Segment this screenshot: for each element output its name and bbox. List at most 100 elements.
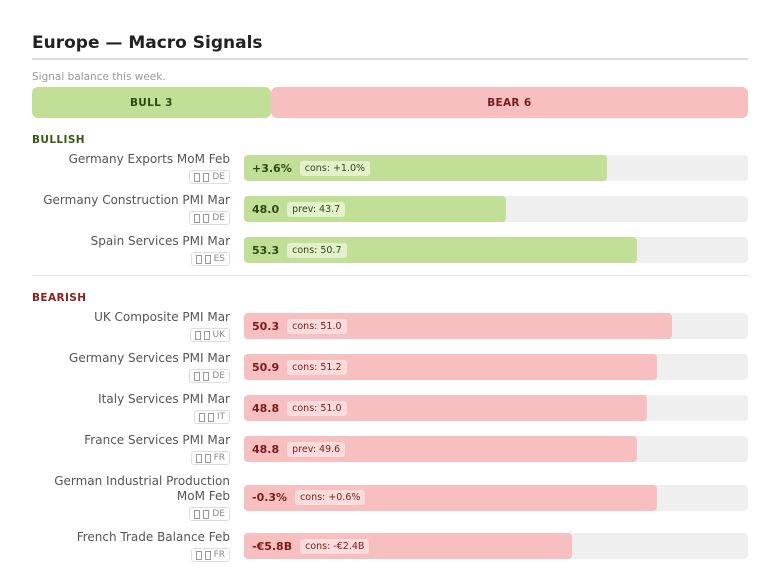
bar-fill: +3.6% cons: +1.0% (244, 155, 607, 181)
signal-row: French Trade Balance Feb FR -€5.8B cons: -€… (32, 530, 748, 562)
bar-track: -€5.8B cons: -€2.4B (244, 533, 748, 559)
bar-fill: 53.3 cons: 50.7 (244, 237, 638, 263)
flag-icon (203, 213, 210, 223)
country-code: IT (216, 412, 225, 422)
signal-value: 48.0 (252, 202, 280, 216)
bar-fill: 48.8 cons: 51.0 (244, 395, 648, 421)
country-tag: FR (190, 451, 230, 465)
reference-chip: prev: 49.6 (287, 441, 346, 457)
flag-icon (203, 509, 210, 519)
reference-chip: cons: 51.0 (287, 400, 347, 416)
flag-icon (194, 172, 201, 182)
signal-value: +3.6% (252, 161, 292, 175)
signal-row: Germany Services PMI Mar DE 50.9 cons: 51.2 (32, 351, 748, 383)
flag-icon (203, 371, 210, 381)
country-code: DE (212, 371, 225, 381)
reference-chip: cons: +0.6% (295, 490, 366, 505)
flag-icon (195, 453, 202, 463)
signal-label: Germany Exports MoM Feb DE (32, 152, 230, 184)
sections: BULLISH Germany Exports MoM Feb DE +3.6% con… (32, 134, 748, 562)
signal-name: Spain Services PMI Mar (90, 234, 230, 248)
country-code: DE (212, 509, 225, 519)
signal-name: German Industrial Production MoM Feb (54, 474, 230, 503)
panel: Europe — Macro Signals Signal balance th… (32, 30, 748, 571)
reference-chip: prev: 43.7 (287, 201, 346, 217)
signal-row: Germany Exports MoM Feb DE +3.6% cons: +1.0… (32, 152, 748, 184)
signal-row: France Services PMI Mar FR 48.8 prev: 49.6 (32, 433, 748, 465)
balance-segment: BEAR 6 (270, 87, 748, 118)
flag-icon (194, 371, 201, 381)
country-code: FR (213, 550, 225, 560)
signal-row: Italy Services PMI Mar IT 48.8 cons: 51.0 (32, 392, 748, 424)
signal-value: 48.8 (252, 442, 280, 456)
flag-icon (194, 213, 201, 223)
signal-row: Germany Construction PMI Mar DE 48.0 prev: … (32, 193, 748, 225)
signal-label: French Trade Balance Feb FR (32, 530, 230, 562)
country-tag: FR (190, 548, 230, 562)
flag-icon (195, 254, 202, 264)
signal-label: Germany Construction PMI Mar DE (32, 193, 230, 225)
flag-icon (198, 412, 205, 422)
reference-chip: cons: -€2.4B (300, 538, 370, 554)
signal-value: -€5.8B (252, 539, 293, 553)
signal-name: France Services PMI Mar (84, 433, 230, 447)
signal-name: Germany Construction PMI Mar (43, 193, 230, 207)
bar-fill: -€5.8B cons: -€2.4B (244, 533, 572, 559)
bar-track: 48.8 prev: 49.6 (244, 436, 748, 462)
signal-row: UK Composite PMI Mar UK 50.3 cons: 51.0 (32, 310, 748, 342)
bar-track: 48.0 prev: 43.7 (244, 196, 748, 222)
country-tag: DE (189, 170, 230, 184)
signal-label: Germany Services PMI Mar DE (32, 351, 230, 383)
country-code: ES (213, 254, 225, 264)
reference-chip: cons: 51.2 (287, 359, 347, 375)
signal-row: German Industrial Production MoM Feb DE -0… (32, 474, 748, 521)
country-code: UK (212, 330, 226, 340)
flag-icon (203, 330, 210, 340)
flag-icon (204, 254, 211, 264)
flag-icon (195, 550, 202, 560)
balance-count: 6 (523, 96, 532, 109)
signal-value: 48.8 (252, 401, 280, 415)
signal-name: Germany Services PMI Mar (69, 351, 230, 365)
reference-chip: cons: 51.0 (287, 318, 347, 334)
bar-track: 50.9 cons: 51.2 (244, 354, 748, 380)
subtitle: Signal balance this week. (32, 71, 166, 83)
bar-fill: 50.3 cons: 51.0 (244, 313, 673, 339)
balance-label: BULL (129, 96, 162, 109)
country-code: FR (213, 453, 225, 463)
signal-name: Italy Services PMI Mar (98, 392, 230, 406)
bar-fill: -0.3% cons: +0.6% (244, 484, 658, 511)
section-title: BULLISH (32, 134, 85, 146)
signal-value: -0.3% (252, 491, 288, 504)
country-tag: DE (189, 507, 230, 521)
bar-fill: 48.8 prev: 49.6 (244, 436, 638, 462)
bar-track: 53.3 cons: 50.7 (244, 237, 748, 263)
country-tag: UK (189, 328, 230, 342)
signal-row: Spain Services PMI Mar ES 53.3 cons: 50.7 (32, 234, 748, 266)
signal-value: 50.9 (252, 360, 280, 374)
divider (32, 275, 748, 276)
country-code: DE (212, 213, 225, 223)
bar-fill: 48.0 prev: 43.7 (244, 196, 507, 222)
country-tag: DE (189, 369, 230, 383)
flag-icon (203, 172, 210, 182)
flag-icon (204, 453, 211, 463)
signal-label: Spain Services PMI Mar ES (32, 234, 230, 266)
signal-name: Germany Exports MoM Feb (68, 152, 230, 166)
bar-track: -0.3% cons: +0.6% (244, 484, 748, 511)
country-tag: IT (193, 410, 230, 424)
country-tag: DE (189, 211, 230, 225)
balance-count: 3 (165, 96, 173, 109)
bar-fill: 50.9 cons: 51.2 (244, 354, 658, 380)
title: Europe — Macro Signals (32, 30, 748, 60)
flag-icon (194, 509, 201, 519)
signal-label: Italy Services PMI Mar IT (32, 392, 230, 424)
bar-track: 50.3 cons: 51.0 (244, 313, 748, 339)
section-title: BEARISH (32, 292, 87, 304)
signal-label: German Industrial Production MoM Feb DE (32, 474, 230, 521)
flag-icon (207, 412, 214, 422)
balance-label: BEAR (487, 96, 520, 109)
balance-bar: BULL 3 BEAR 6 (32, 87, 748, 118)
signal-value: 53.3 (252, 243, 280, 257)
